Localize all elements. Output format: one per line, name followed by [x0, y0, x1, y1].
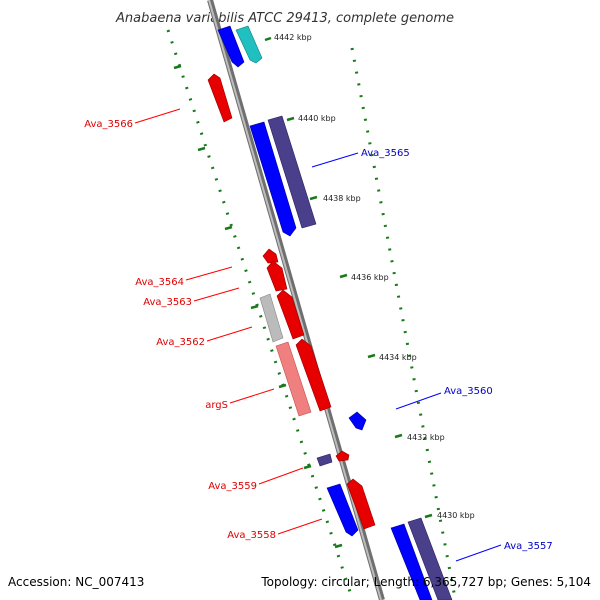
callout-line: [134, 108, 181, 124]
gene-label-ava-3566[interactable]: Ava_3566: [84, 119, 133, 130]
gene-feature-ava-3566[interactable]: [207, 73, 233, 123]
tick-mark: [339, 273, 348, 279]
gene-feature-ava-3562[interactable]: [276, 289, 305, 340]
tick-mark: [394, 433, 403, 439]
footer-summary: Topology: circular; Length: 6,365,727 bp…: [260, 575, 591, 589]
tick-label: 4430 kbp: [437, 511, 475, 520]
inner-ticks: [173, 64, 343, 549]
gene-feature-ava-3557[interactable]: [390, 523, 433, 600]
callout-line: [395, 392, 442, 410]
gene-feature-top-blue[interactable]: [217, 25, 245, 68]
gene-feature-args-light[interactable]: [275, 341, 312, 417]
tick-mark: [264, 36, 272, 42]
gene-feature-ava-3564[interactable]: [266, 260, 288, 292]
callout-line: [206, 326, 253, 342]
forward-strand-genes: [207, 73, 376, 530]
callout-line: [229, 388, 275, 404]
tick-label: 4432 kbp: [407, 433, 445, 442]
callout-line: [277, 518, 323, 535]
gene-label-ava-3562[interactable]: Ava_3562: [156, 337, 205, 348]
gene-feature-top-cyan[interactable]: [235, 25, 263, 64]
callout-line: [258, 467, 304, 485]
gene-feature-ava-3565[interactable]: [249, 121, 297, 237]
gene-feature-small-red[interactable]: [262, 248, 279, 264]
tick-mark: [309, 195, 318, 201]
reverse-strand-genes: [217, 25, 453, 600]
tick-label: 4436 kbp: [351, 273, 389, 282]
gene-feature-ava-3559[interactable]: [335, 450, 350, 462]
genome-backbone-highlight: [208, 0, 382, 600]
callout-line: [311, 152, 359, 168]
gene-label-ava-3563[interactable]: Ava_3563: [143, 297, 192, 308]
gene-label-ava-3558[interactable]: Ava_3558: [227, 530, 276, 541]
gene-feature-args[interactable]: [295, 338, 332, 412]
gene-feature-small-dark[interactable]: [316, 453, 333, 467]
callout-line: [455, 544, 502, 562]
gene-feature-ava-3565-dark[interactable]: [267, 115, 317, 229]
gene-label-ava-3560[interactable]: Ava_3560: [444, 386, 493, 397]
gene-label-ava-3564[interactable]: Ava_3564: [135, 277, 184, 288]
footer-accession: Accession: NC_007413: [8, 575, 144, 589]
tick-mark: [424, 513, 433, 519]
callout-line: [193, 287, 240, 302]
gene-label-args[interactable]: argS: [205, 400, 228, 411]
gene-label-ava-3565[interactable]: Ava_3565: [361, 148, 410, 159]
gene-feature-ava-3557-dark[interactable]: [407, 517, 453, 600]
tick-mark: [367, 353, 376, 359]
gene-feature-ava-3558[interactable]: [346, 478, 376, 530]
scale-ticks: 4442 kbp 4440 kbp 4438 kbp 4436 kbp 4434…: [264, 33, 475, 520]
gene-label-ava-3559[interactable]: Ava_3559: [208, 481, 257, 492]
gene-feature-ava-3563[interactable]: [259, 293, 284, 343]
gene-feature-ava-3560[interactable]: [348, 411, 367, 431]
gene-label-ava-3557[interactable]: Ava_3557: [504, 541, 553, 552]
callout-line: [185, 266, 233, 281]
gene-labels: Ava_3566 Ava_3565 Ava_3564 Ava_3563 Ava_…: [84, 108, 553, 562]
gene-feature-blue-lower[interactable]: [326, 483, 359, 537]
tick-label: 4442 kbp: [274, 33, 312, 42]
tick-mark: [286, 116, 295, 122]
tick-label: 4438 kbp: [323, 194, 361, 203]
tick-label: 4440 kbp: [298, 114, 336, 123]
map-title: Anabaena variabilis ATCC 29413, complete…: [115, 11, 454, 26]
tick-label: 4434 kbp: [379, 353, 417, 362]
